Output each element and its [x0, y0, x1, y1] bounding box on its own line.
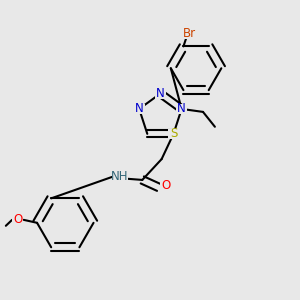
- FancyBboxPatch shape: [134, 104, 145, 114]
- Text: N: N: [156, 87, 165, 100]
- Text: N: N: [135, 102, 144, 116]
- Text: Br: Br: [183, 26, 196, 40]
- Text: NH: NH: [111, 170, 129, 184]
- FancyBboxPatch shape: [168, 129, 179, 139]
- FancyBboxPatch shape: [181, 27, 198, 39]
- FancyBboxPatch shape: [112, 172, 128, 182]
- FancyBboxPatch shape: [176, 104, 187, 114]
- FancyBboxPatch shape: [155, 88, 166, 99]
- FancyBboxPatch shape: [160, 181, 172, 191]
- Text: O: O: [161, 179, 171, 192]
- Text: O: O: [13, 213, 22, 226]
- FancyBboxPatch shape: [12, 214, 23, 225]
- Text: N: N: [177, 102, 186, 116]
- Text: S: S: [170, 128, 177, 140]
